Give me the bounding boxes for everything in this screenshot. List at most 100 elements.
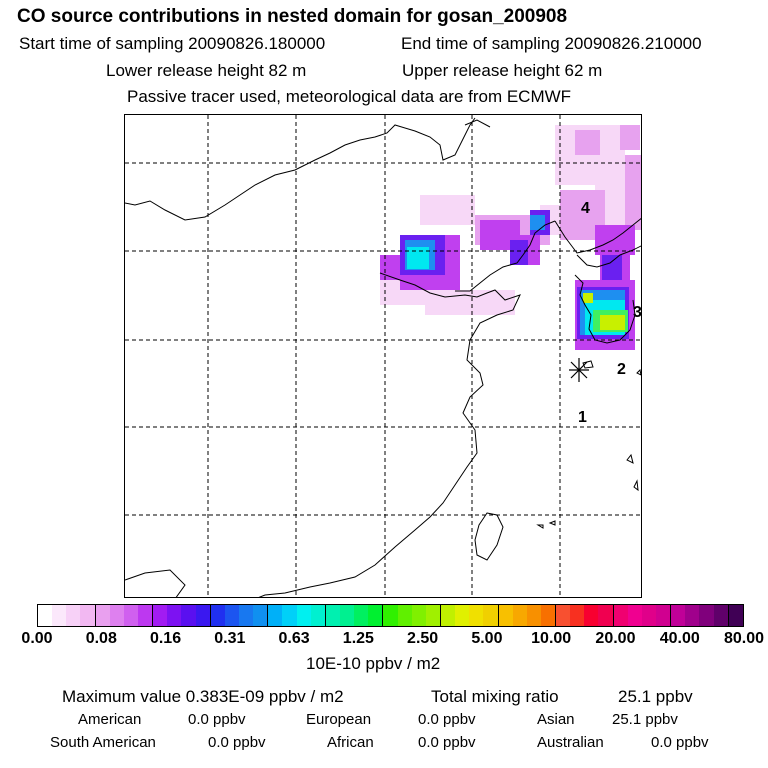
colorbar-tick-label: 80.00 [723,630,765,647]
upper-release-height: Upper release height 62 m [402,61,603,80]
colorbar-tick-label: 10.00 [531,630,572,647]
colorbar-tick-label: 0.08 [85,630,117,647]
colorbar-tick-label: 0.63 [278,630,310,647]
colorbar-cell [195,605,211,626]
colorbar-cell [123,605,138,626]
island [626,453,634,464]
plume-cell [583,293,593,303]
colorbar-cell [656,605,672,626]
map-svg: 1 2 3 4 [125,115,641,597]
colorbar-cell [699,605,714,626]
coastline [574,274,636,344]
colorbar-cell [685,605,700,626]
island [548,520,556,526]
total-mixing-label: Total mixing ratio [431,687,559,706]
colorbar-tick-label: 20.00 [595,630,636,647]
colorbar-tick-label: 1.25 [342,630,374,647]
plume-cell [530,215,545,230]
korea-dmz [576,245,641,268]
plume-cell [510,240,528,265]
colorbar-cell [224,605,239,626]
colorbar-cell [613,605,628,626]
colorbar-unit: 10E-10 ppbv / m2 [306,654,441,673]
region-asian-label: Asian [537,711,575,728]
region-european-value: 0.0 ppbv [418,711,476,728]
colorbar-cell [526,605,541,626]
plume-cell [602,255,622,280]
colorbar-cell [210,605,225,626]
plume-cell [625,155,641,230]
region-australian-label: Australian [537,734,604,751]
colorbar-cell [556,605,571,626]
plume-cell [407,247,429,269]
coastlines [125,117,641,597]
taiwan-coast [474,512,504,561]
colorbar-cell [52,605,67,626]
colorbar-cell [80,605,96,626]
start-time: Start time of sampling 20090826.180000 [19,34,326,53]
total-mixing-value: 25.1 ppbv [618,687,693,706]
colorbar-tick-label: 0.00 [21,630,53,647]
colorbar-cell [109,605,124,626]
colorbar-tick-label: 40.00 [659,630,700,647]
colorbar-cell [38,605,53,626]
colorbar-cell [153,605,168,626]
colorbar-cell [728,605,743,626]
colorbar-cell [66,605,81,626]
colorbar-cell [425,605,441,626]
receptor-star-icon [569,358,589,382]
colorbar-cell [95,605,110,626]
colorbar-tick-label: 0.16 [149,630,182,647]
colorbar-cell [310,605,326,626]
colorbar-cell [469,605,484,626]
colorbar-cell [483,605,499,626]
region-australian-value: 0.0 ppbv [651,734,709,751]
colorbar-cell [383,605,398,626]
max-value: Maximum value 0.383E-09 ppbv / m2 [62,687,344,706]
border-line [464,119,491,128]
colorbar-cell [627,605,642,626]
colorbar-cell [455,605,470,626]
colorbar-cell [598,605,614,626]
coastline [455,220,556,292]
region-african-value: 0.0 ppbv [418,734,476,751]
colorbar-cell [296,605,311,626]
colorbar-cell [512,605,527,626]
colorbar-cell [167,605,182,626]
colorbar-cell [282,605,297,626]
border-line [125,117,476,221]
colorbar-cell [671,605,686,626]
colorbar-tick-label: 2.50 [407,630,439,647]
concentration-field [380,125,641,350]
island [536,524,544,529]
colorbar-cell [339,605,355,626]
day-marker: 4 [581,200,590,217]
chart-title: CO source contributions in nested domain… [17,6,568,27]
colorbar-cell [325,605,340,626]
region-american-value: 0.0 ppbv [188,711,246,728]
day-marker: 1 [578,409,587,426]
coastline [554,217,641,254]
colorbar-cell [354,605,369,626]
coastline [258,272,521,597]
lower-release-height: Lower release height 82 m [106,61,307,80]
plume-cell [600,315,625,330]
colorbar-cell [498,605,513,626]
colorbar-cell [570,605,585,626]
tracer-note: Passive tracer used, meteorological data… [127,87,572,106]
end-time: End time of sampling 20090826.210000 [401,34,702,53]
colorbar-cell [268,605,283,626]
region-african-label: African [327,734,374,751]
map-panel: 1 2 3 4 [124,114,642,598]
region-european-label: European [306,711,372,728]
plume-cell [620,125,640,150]
colorbar-cell [641,605,657,626]
colorbar-cell [540,605,557,626]
colorbar [37,604,744,627]
colorbar-cell [253,605,269,626]
colorbar-cell [584,605,599,626]
colorbar-cell [713,605,729,626]
colorbar-cell [238,605,254,626]
plume-cell [425,290,515,315]
coastline [125,569,186,597]
